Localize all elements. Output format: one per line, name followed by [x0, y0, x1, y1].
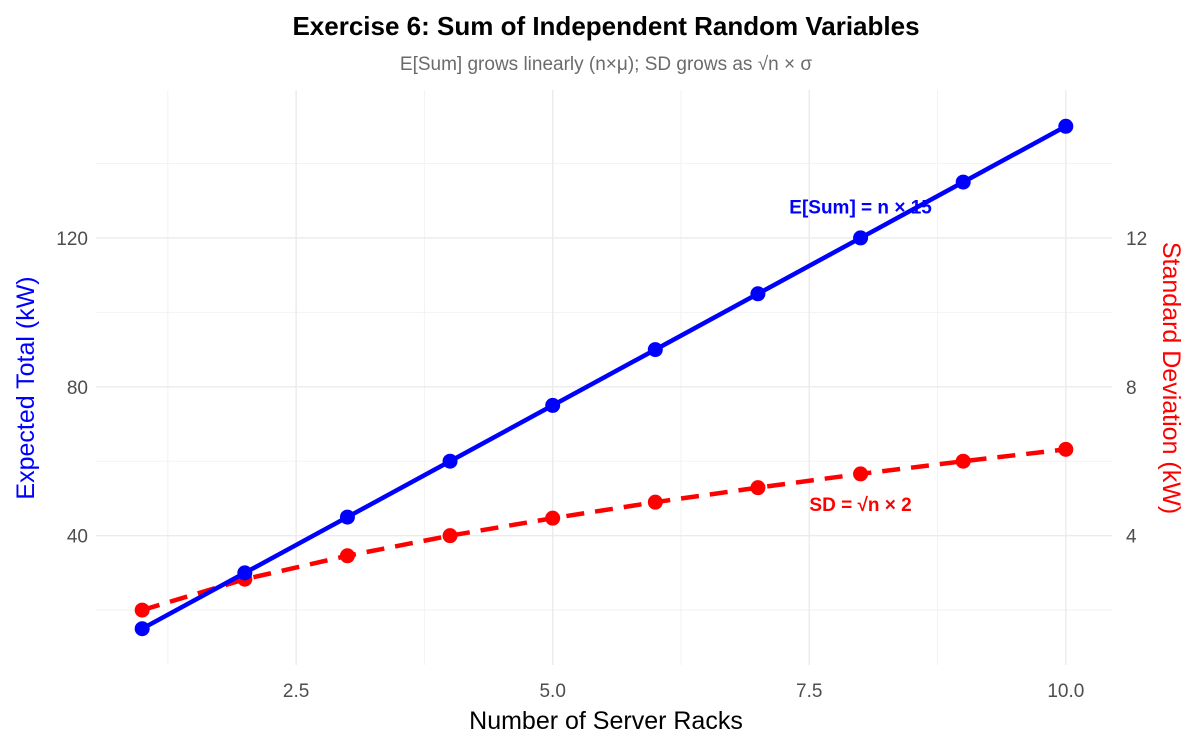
x-tick-label: 10.0 — [1047, 681, 1084, 702]
series-line-e-sum — [141, 124, 1067, 631]
annotations: E[Sum] = n × 15 SD = √n × 2 — [789, 197, 932, 516]
data-point-e-sum — [647, 342, 663, 358]
right-y-tick-label: 8 — [1126, 378, 1137, 399]
data-point-sd — [853, 466, 869, 482]
data-point-e-sum — [545, 397, 561, 413]
x-axis-ticks: 2.5 5.0 7.5 10.0 — [283, 681, 1084, 702]
x-tick-label: 2.5 — [283, 681, 309, 702]
x-axis-title: Number of Server Racks — [469, 707, 743, 735]
grid — [96, 90, 1112, 665]
series-line-sd — [141, 447, 1067, 613]
series — [134, 118, 1074, 637]
chart-subtitle: E[Sum] grows linearly (n×μ); SD grows as… — [400, 54, 812, 75]
data-point-sd — [647, 494, 663, 510]
left-y-tick-label: 80 — [67, 378, 88, 399]
data-point-e-sum — [339, 509, 355, 525]
right-y-axis-title: Standard Deviation (kW) — [1157, 242, 1185, 514]
data-point-e-sum — [442, 453, 458, 469]
data-point-sd — [955, 453, 971, 469]
annotation-label: SD = √n × 2 — [809, 495, 911, 516]
data-point-e-sum — [1058, 118, 1074, 134]
left-y-axis-ticks: 40 80 120 — [56, 229, 88, 548]
data-point-sd — [339, 548, 355, 564]
data-point-e-sum — [134, 621, 150, 637]
data-point-sd — [545, 510, 561, 526]
data-point-sd — [134, 602, 150, 618]
left-y-tick-label: 120 — [56, 229, 88, 250]
left-y-axis-title: Expected Total (kW) — [12, 276, 40, 499]
right-y-tick-label: 12 — [1126, 229, 1147, 250]
data-point-e-sum — [237, 565, 253, 581]
data-point-sd — [750, 480, 766, 496]
annotation-label: E[Sum] = n × 15 — [789, 197, 932, 218]
data-point-sd — [1058, 441, 1074, 457]
data-point-e-sum — [853, 230, 869, 246]
right-y-axis-ticks: 4 8 12 — [1126, 229, 1147, 548]
left-y-tick-label: 40 — [67, 527, 88, 548]
x-tick-label: 7.5 — [796, 681, 822, 702]
data-point-e-sum — [955, 174, 971, 190]
data-point-e-sum — [750, 286, 766, 302]
chart-title: Exercise 6: Sum of Independent Random Va… — [292, 11, 919, 41]
right-y-tick-label: 4 — [1126, 527, 1137, 548]
data-point-sd — [442, 528, 458, 544]
x-tick-label: 5.0 — [539, 681, 565, 702]
